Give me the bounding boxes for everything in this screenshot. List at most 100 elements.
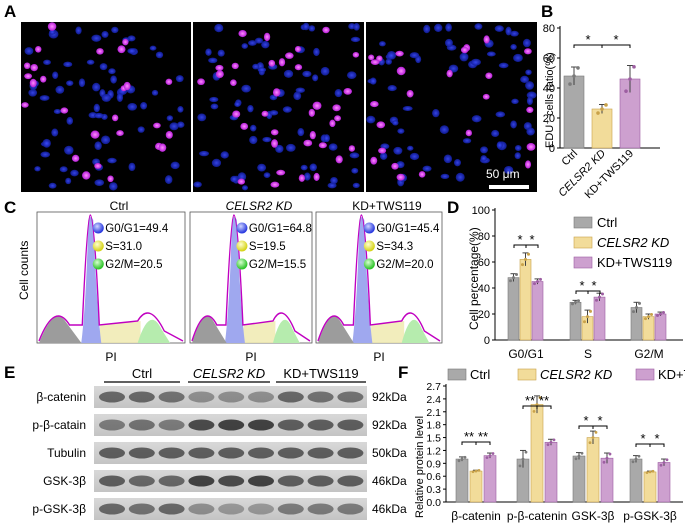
flow-debris xyxy=(318,316,354,343)
f-sig-mark: ** xyxy=(464,429,474,444)
nucleus-blue xyxy=(308,25,316,32)
f-bar xyxy=(483,455,497,503)
nucleus-edu xyxy=(232,110,241,118)
nucleus-edu xyxy=(96,48,104,55)
nucleus-edu xyxy=(294,45,302,53)
nucleus-blue xyxy=(387,85,397,92)
nucleus-blue xyxy=(297,128,305,137)
nucleus-blue xyxy=(510,44,517,50)
nucleus-blue xyxy=(334,89,343,98)
nucleus-blue xyxy=(43,59,51,65)
blot-band xyxy=(128,419,155,431)
f-bar xyxy=(544,441,558,503)
d-y-tick-label: 0 xyxy=(484,335,490,347)
blot-band xyxy=(277,447,304,459)
nucleus-edu xyxy=(24,73,33,80)
nucleus-blue xyxy=(434,23,443,32)
nucleus-blue xyxy=(209,96,219,103)
f-bar xyxy=(586,437,600,503)
f-sig-bracket xyxy=(649,443,665,447)
b-data-point xyxy=(596,111,600,115)
nucleus-blue xyxy=(230,175,238,183)
f-sig-mark: ** xyxy=(478,429,488,444)
flow-s-region xyxy=(98,321,141,343)
nucleus-edu xyxy=(285,52,294,59)
nucleus-edu xyxy=(270,129,279,136)
nucleus-blue xyxy=(526,96,533,106)
panel-letter-b: B xyxy=(541,2,553,21)
nucleus-blue xyxy=(252,63,260,70)
d-data-point xyxy=(571,302,574,306)
nucleus-edu xyxy=(116,130,124,137)
f-sig-mark: * xyxy=(640,431,645,446)
nucleus-edu xyxy=(165,130,173,139)
b-data-point xyxy=(600,107,604,111)
nucleus-edu xyxy=(318,142,327,149)
d-y-tick-label: 20 xyxy=(478,309,490,321)
blot-band xyxy=(99,419,125,431)
f-x-tick-label: p-GSK-3β xyxy=(623,509,677,523)
blot-band xyxy=(218,447,245,459)
f-data-point xyxy=(524,450,528,454)
nucleus-blue xyxy=(480,155,487,162)
d-sig-bracket xyxy=(525,244,539,248)
f-data-point xyxy=(460,457,464,461)
blot-band xyxy=(218,475,245,487)
d-y-tick-label: 60 xyxy=(478,257,490,269)
b-data-point xyxy=(624,89,628,93)
d-legend-swatch xyxy=(573,236,593,249)
blot-group-label: CELSR2 KD xyxy=(193,366,265,381)
b-sig-bracket xyxy=(601,44,631,48)
blot-band xyxy=(307,475,334,487)
nucleus-edu xyxy=(215,64,224,71)
nucleus-blue xyxy=(514,145,522,152)
nucleus-edu xyxy=(370,156,378,165)
flow-debris xyxy=(39,316,82,343)
nucleus-blue xyxy=(494,25,504,32)
nucleus-blue xyxy=(111,26,119,34)
nucleus-edu xyxy=(21,102,29,108)
blot-band xyxy=(337,503,364,515)
d-data-point xyxy=(527,252,530,256)
f-data-point xyxy=(474,469,478,473)
d-data-point xyxy=(577,299,580,303)
nucleus-edu xyxy=(111,114,119,122)
nucleus-blue xyxy=(293,91,302,101)
nucleus-blue xyxy=(149,45,157,51)
f-bar xyxy=(629,458,643,503)
panel-letter-c: C xyxy=(4,198,16,217)
f-x-tick-label: GSK-3β xyxy=(572,509,615,523)
d-data-point xyxy=(574,300,577,304)
nucleus-edu xyxy=(238,29,247,38)
micro-label-kd: CELSR2 KD xyxy=(242,9,309,23)
f-data-point xyxy=(605,456,609,460)
nucleus-blue xyxy=(443,154,453,164)
nucleus-blue xyxy=(379,152,388,160)
nucleus-blue xyxy=(65,177,72,185)
nucleus-blue xyxy=(445,38,453,47)
nucleus-edu xyxy=(94,163,102,169)
d-data-point xyxy=(515,272,518,276)
d-ylabel: Cell percentage(%) xyxy=(467,227,481,330)
d-data-point xyxy=(509,279,512,283)
nucleus-blue xyxy=(402,105,413,112)
blot-band xyxy=(277,391,304,403)
blot-strip xyxy=(94,498,367,520)
d-data-point xyxy=(524,257,527,261)
nucleus-blue xyxy=(94,112,104,119)
f-data-point xyxy=(608,452,612,456)
flow-legend-dot-g0g1 xyxy=(363,222,375,234)
f-sig-bracket xyxy=(592,425,608,429)
nucleus-blue xyxy=(327,182,337,189)
nucleus-blue xyxy=(166,115,174,121)
nucleus-edu xyxy=(231,62,239,70)
d-data-point xyxy=(650,313,653,317)
f-bar xyxy=(455,458,469,503)
nucleus-blue xyxy=(440,173,450,180)
blot-strip xyxy=(94,386,367,408)
nucleus-blue xyxy=(155,51,164,59)
nucleus-blue xyxy=(480,146,488,154)
nucleus-edu xyxy=(313,172,320,181)
nucleus-blue xyxy=(52,71,59,79)
